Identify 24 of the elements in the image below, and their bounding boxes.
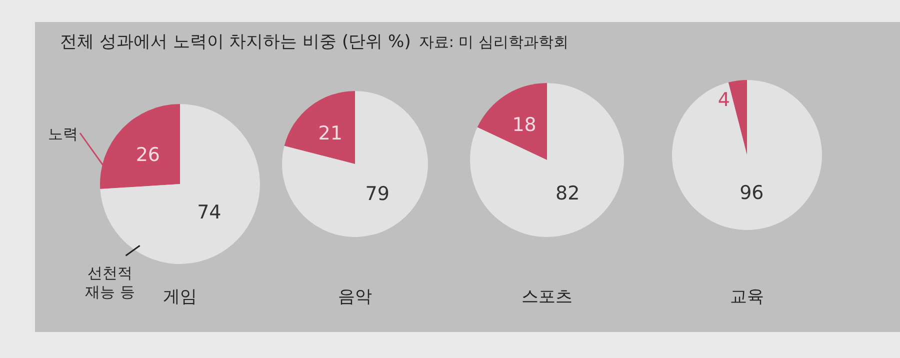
slice-label: 선천적 재능 등	[85, 264, 135, 301]
pie-slice	[100, 104, 180, 190]
pie-slice	[282, 91, 428, 237]
text: 음악	[338, 287, 372, 307]
pie-slice	[284, 91, 355, 164]
text: 자료: 미 심리학과학회	[418, 33, 568, 51]
data-label: 26	[136, 144, 160, 166]
text: 스포츠	[522, 287, 572, 307]
data-label: 96	[740, 182, 764, 204]
data-label: 4	[718, 89, 730, 112]
data-label: 18	[512, 114, 536, 136]
pie-slice	[470, 83, 624, 237]
pie-slice	[672, 80, 822, 230]
text: 전체 성과에서 노력이 차지하는 비중 (단위 %)	[60, 32, 411, 52]
pie-slice	[477, 83, 547, 160]
data-label: 74	[197, 201, 222, 224]
pie-slice	[728, 80, 747, 155]
text: 교육	[730, 287, 764, 307]
data-label: 79	[365, 182, 390, 205]
data-label: 82	[556, 182, 580, 205]
text: 게임	[163, 287, 197, 307]
pie-slice	[100, 104, 260, 264]
data-label: 21	[318, 122, 342, 144]
slice-label: 노력	[48, 125, 78, 143]
